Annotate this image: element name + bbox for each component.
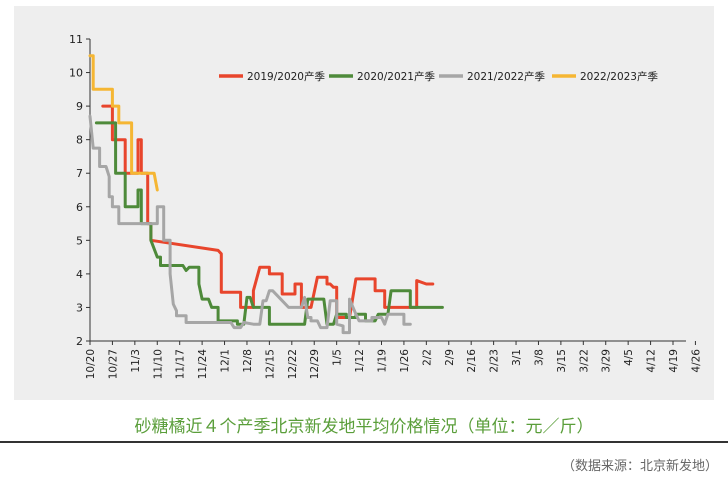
x-tick-label: 3/8	[533, 349, 545, 366]
x-tick-label: 2/2	[421, 349, 433, 366]
line-chart: 2 3 4 5 6 7 8 9 10 11 10/20 10/27 11/3 11/10 11/17 11/2…	[69, 33, 702, 380]
series-line-0	[101, 104, 435, 319]
legend-label-0: 2019/2020产季	[247, 70, 325, 83]
x-tick-label: 3/15	[556, 349, 568, 373]
x-tick-label: 11/10	[152, 349, 164, 379]
x-tick-label: 3/29	[601, 349, 613, 373]
legend-label-3: 2022/2023产季	[580, 70, 658, 83]
x-tick-label: 1/19	[377, 349, 389, 373]
y-tick-label: 2	[76, 335, 83, 348]
x-tick-label: 11/17	[175, 349, 187, 379]
y-tick-label: 8	[76, 134, 83, 147]
x-tick-label: 12/8	[242, 349, 254, 373]
legend-label-1: 2020/2021产季	[357, 70, 435, 83]
y-tick-label: 11	[69, 33, 83, 46]
chart-caption: 砂糖橘近４个产季北京新发地平均价格情况（单位：元／斤）	[134, 417, 594, 437]
x-tick-label: 4/12	[646, 349, 658, 373]
y-tick-label: 5	[76, 234, 83, 247]
legend-label-2: 2021/2022产季	[467, 70, 545, 83]
x-tick-label: 12/22	[287, 349, 299, 379]
x-tick-label: 4/19	[668, 349, 680, 373]
series-line-2	[88, 114, 412, 335]
series-line-3	[88, 54, 159, 192]
x-tick-label: 3/1	[511, 349, 523, 366]
x-tick-label: 12/15	[264, 349, 276, 379]
x-tick-label: 1/5	[332, 349, 344, 366]
y-tick-label: 3	[76, 301, 83, 314]
x-tick-label: 12/29	[309, 349, 321, 379]
caption-divider	[0, 441, 728, 443]
x-tick-label: 10/27	[107, 349, 119, 379]
x-tick-label: 10/20	[85, 349, 97, 379]
x-tick-label: 1/26	[399, 349, 411, 373]
y-tick-label: 6	[76, 201, 83, 214]
y-tick-label: 10	[69, 67, 83, 80]
x-tick-label: 4/26	[690, 349, 702, 373]
y-tick-label: 4	[76, 268, 83, 281]
y-tick-label: 9	[76, 100, 83, 113]
x-tick-label: 11/24	[197, 349, 209, 380]
chart-panel: 2 3 4 5 6 7 8 9 10 11 10/20 10/27 11/3 11/10 11/17 11/2…	[14, 6, 714, 400]
x-tick-label: 3/22	[578, 349, 590, 373]
y-tick-label: 7	[76, 167, 83, 180]
x-tick-label: 2/16	[466, 349, 478, 373]
source-note: （数据来源：北京新发地）	[561, 459, 718, 474]
x-tick-label: 11/3	[130, 349, 142, 373]
x-tick-label: 12/1	[220, 349, 232, 373]
x-tick-label: 1/12	[354, 349, 366, 373]
x-tick-label: 4/5	[623, 349, 635, 366]
x-tick-label: 2/9	[444, 349, 456, 366]
x-tick-label: 2/23	[489, 349, 501, 373]
